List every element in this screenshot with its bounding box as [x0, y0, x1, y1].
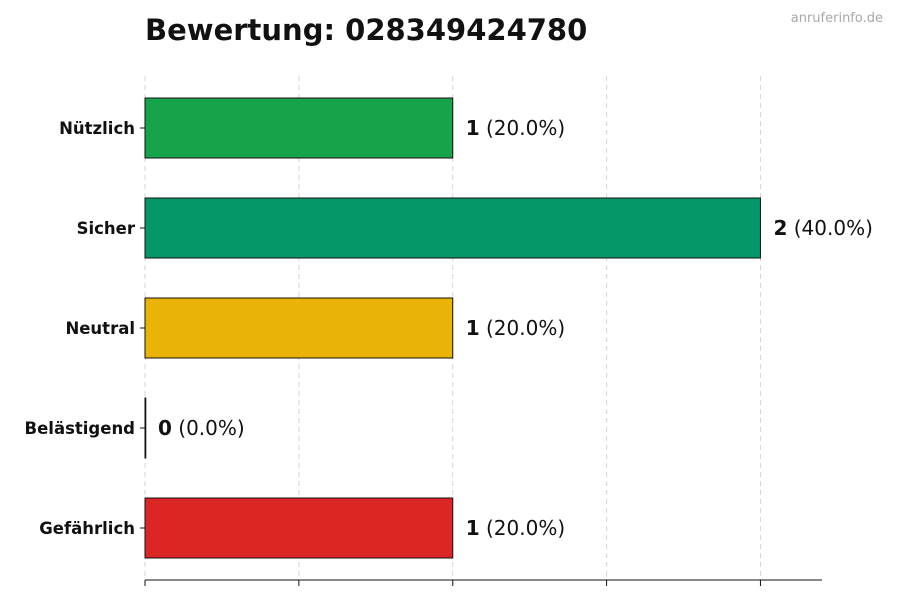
value-percent: (20.0%) — [480, 316, 566, 340]
value-label: 1 (20.0%) — [466, 516, 565, 540]
value-label: 0 (0.0%) — [158, 416, 245, 440]
category-label: Nützlich — [59, 119, 135, 138]
category-label: Gefährlich — [39, 519, 135, 538]
watermark: anruferinfo.de — [791, 11, 883, 26]
bar-2 — [144, 297, 454, 359]
bars: 1 (20.0%) 2 (40.0%) 1 (20.0%) 0 (0.0%) 1 (20… — [144, 97, 873, 559]
category-label: Sicher — [77, 219, 136, 238]
value-count: 1 — [466, 116, 480, 140]
category-label: Neutral — [65, 319, 135, 338]
category-label: Belästigend — [25, 419, 135, 438]
value-percent: (20.0%) — [480, 116, 566, 140]
bar-3 — [144, 397, 147, 459]
value-label: 1 (20.0%) — [466, 116, 565, 140]
value-percent: (0.0%) — [172, 416, 245, 440]
bar-1 — [144, 197, 761, 259]
value-percent: (20.0%) — [480, 516, 566, 540]
axes: Nützlich Sicher Neutral Belästigend Gefährli… — [25, 119, 822, 586]
value-label: 1 (20.0%) — [466, 316, 565, 340]
value-count: 0 — [158, 416, 172, 440]
value-percent: (40.0%) — [787, 216, 873, 240]
bar-4 — [144, 497, 454, 559]
value-count: 1 — [466, 516, 480, 540]
value-count: 2 — [773, 216, 787, 240]
chart-title: Bewertung: 028349424780 — [145, 13, 587, 47]
bar-0 — [144, 97, 454, 159]
value-label: 2 (40.0%) — [773, 216, 872, 240]
value-count: 1 — [466, 316, 480, 340]
